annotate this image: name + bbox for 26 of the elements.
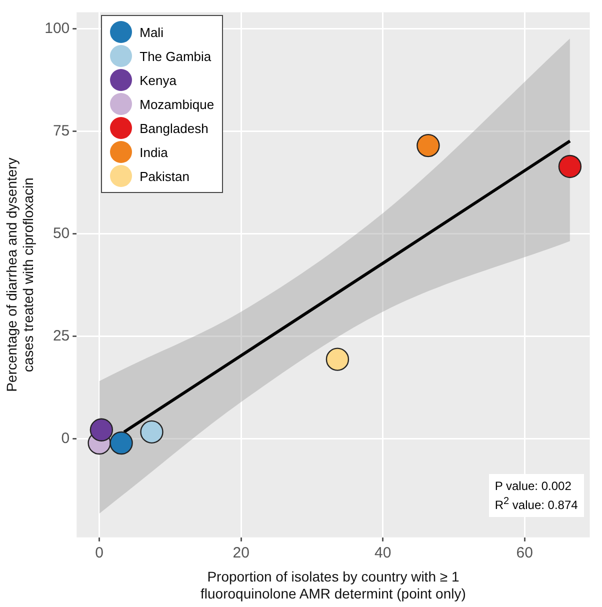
point [416,134,440,158]
legend-label: The Gambia [140,48,212,64]
y-axis-title: Percentage of diarrhea and dysentery cases treated with ciprofloxacin [3,158,36,392]
point [326,348,350,371]
legend-label: Pakistan [140,168,190,184]
point [140,420,164,444]
annotation: R$^{2}$ value: 0.874 [494,496,578,512]
legend-label: India [140,144,168,160]
legend-label: Kenya [140,72,176,88]
y-tick-label: 50 [52,224,70,242]
x-axis-title: Proportion of isolates by country with ≥ 1 fluoroquinolone AMR determint (point only) [200,568,466,602]
point [110,431,133,455]
point [558,154,582,178]
point [90,418,114,442]
legend-label: Bangladesh [140,120,208,136]
x-tick-label: 20 [232,544,250,562]
y-tick-label: 75 [52,122,70,140]
annotation: P value: 0.002 [494,479,572,494]
x-tick-label: 40 [374,544,392,562]
legend-label: Mali [140,24,164,40]
legend-label: Mozambique [140,96,214,112]
y-tick-label: 0 [61,430,70,448]
x-tick-label: 60 [516,544,533,562]
y-tick-label: 25 [52,327,70,344]
y-tick-label: 100 [44,20,70,37]
x-tick-label: 0 [95,544,104,562]
